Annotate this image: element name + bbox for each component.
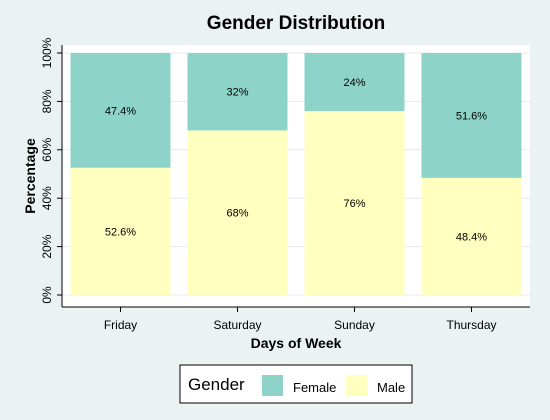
y-tick-label: 100% (40, 37, 54, 68)
data-label: 51.6% (456, 110, 487, 122)
data-label: 47.4% (105, 105, 136, 117)
y-tick-label: 60% (40, 137, 54, 161)
data-label: 76% (343, 198, 365, 210)
y-tick-label: 20% (40, 234, 54, 258)
legend-title: Gender (188, 375, 245, 394)
y-axis-title: Percentage (22, 138, 38, 214)
data-label: 48.4% (456, 231, 487, 243)
legend: Gender Female Male (179, 364, 413, 404)
legend-swatch-female (262, 375, 283, 396)
bars (70, 53, 522, 295)
legend-swatch-male (346, 375, 367, 396)
bar-male-thursday (421, 177, 522, 295)
legend-label-female: Female (293, 380, 336, 395)
bar-female-friday (70, 53, 171, 168)
x-axis-ticks: Friday Saturday Sunday Thursday (104, 307, 497, 332)
bar-female-sunday (304, 53, 405, 112)
y-tick-label: 80% (40, 89, 54, 113)
bar-female-thursday (421, 53, 522, 178)
y-axis-ticks: 0% 20% 40% 60% 80% 100% (40, 37, 62, 304)
chart-title: Gender Distribution (207, 13, 385, 34)
bar-male-saturday (187, 130, 288, 295)
data-label: 52.6% (105, 226, 136, 238)
x-tick-label: Saturday (213, 318, 261, 332)
x-tick-label: Friday (104, 318, 137, 332)
bar-male-sunday (304, 111, 405, 295)
data-labels: 52.6% 47.4% 68% 32% 76% 24% 48.4% 51.6% (105, 77, 487, 243)
x-tick-label: Thursday (446, 318, 496, 332)
bar-female-saturday (187, 53, 288, 131)
legend-label-male: Male (377, 380, 405, 395)
x-axis-title: Days of Week (251, 335, 342, 351)
data-label: 24% (343, 77, 365, 89)
data-label: 32% (226, 87, 248, 99)
bar-male-friday (70, 167, 171, 295)
x-tick-label: Sunday (334, 318, 375, 332)
y-tick-label: 40% (40, 186, 54, 210)
legend-box (179, 364, 413, 404)
y-tick-label: 0% (40, 286, 54, 304)
data-label: 68% (226, 208, 248, 220)
